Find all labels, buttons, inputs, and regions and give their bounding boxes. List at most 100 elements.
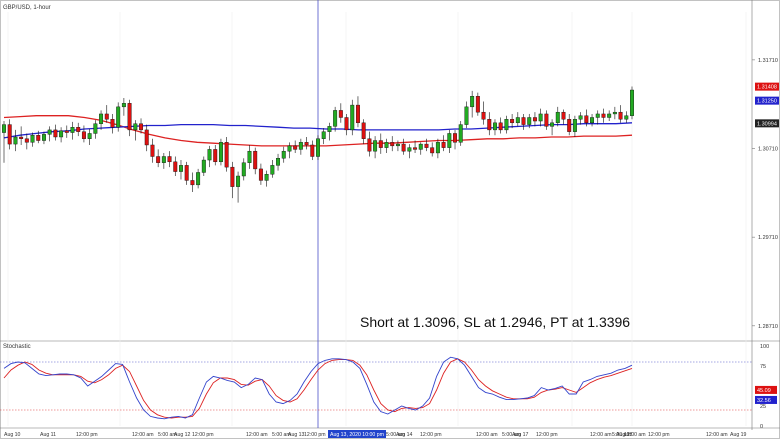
candle-body [378, 140, 383, 148]
time-axis-label: 12:00 pm [304, 432, 326, 438]
candle-body [270, 165, 275, 175]
candle-body [184, 165, 189, 181]
stoch-tag-label: 45.09 [757, 388, 771, 394]
time-axis-label: 12:00 am [132, 432, 154, 438]
candle-body [230, 166, 235, 187]
candle-body [418, 143, 423, 150]
time-axis-label: 12:00 am [624, 432, 646, 438]
candle-body [144, 129, 149, 146]
candle-body [59, 130, 64, 138]
candle-body [93, 123, 98, 134]
candle-body [316, 138, 320, 157]
candles [2, 86, 634, 203]
price-tag-box [755, 119, 779, 128]
candle-body [104, 113, 109, 120]
candle-body [435, 142, 440, 154]
price-tag-label: 1.30994 [757, 121, 777, 127]
candle-body [190, 180, 195, 186]
candle-body [475, 96, 480, 113]
candle-body [218, 142, 223, 163]
candle-body [173, 161, 178, 172]
candle-body [567, 119, 572, 132]
candle-body [612, 111, 617, 115]
candle-body [201, 159, 206, 173]
candle-body [179, 165, 183, 172]
candle-body [161, 156, 166, 163]
time-axis-label: 12:00 pm [420, 432, 442, 438]
time-axis-label: Aug 14 [396, 432, 413, 438]
candle-body [327, 126, 332, 132]
time-axis-label: Aug 10 [4, 432, 21, 438]
candle-body [430, 147, 435, 154]
stoch-tick-label: 0 [760, 424, 763, 430]
candle-body [24, 138, 29, 143]
candle-body [572, 119, 577, 132]
candle-body [504, 119, 509, 131]
price-tag-box [755, 96, 779, 105]
candle-body [538, 113, 543, 122]
candle-body [424, 143, 429, 148]
stochastic-panel [0, 356, 752, 420]
candle-body [196, 172, 201, 186]
crosshair-time-box [328, 430, 386, 438]
candle-body [41, 134, 46, 141]
stoch-k-line [3, 356, 633, 420]
candle-body [133, 123, 138, 131]
candle-body [281, 150, 286, 159]
candle-body [276, 158, 281, 166]
time-axis-label: 12:00 am [246, 432, 268, 438]
candle-body [287, 145, 292, 152]
candle-body [30, 135, 35, 143]
candle-body [264, 174, 269, 181]
price-tag-box [755, 82, 779, 91]
stoch-tag-box [755, 385, 777, 394]
stoch-tick-label: 100 [760, 344, 769, 350]
candle-body [241, 162, 246, 177]
candle-body [213, 149, 218, 163]
candle-body [361, 122, 366, 139]
chart-title: GBP/USD, 1-hour [3, 5, 51, 11]
candle-body [561, 111, 566, 120]
candle-body [390, 142, 395, 147]
candle-body [521, 117, 526, 125]
time-axis-label: 5:00 am [502, 432, 521, 438]
candle-body [150, 144, 155, 157]
candle-body [36, 135, 41, 141]
labels: GBP/USD, 1-hour Short at 1.3096, SL at 1… [3, 5, 630, 350]
time-axis-label: Aug 18 [616, 432, 633, 438]
candle-body [70, 127, 75, 133]
axes: 1.31710 1.30710 1.29710 1.28710 1.31408 1.312… [4, 58, 779, 438]
candle-body [310, 144, 315, 157]
candle-body [110, 119, 115, 128]
candle-body [2, 124, 6, 133]
candle-body [595, 113, 600, 118]
candle-body [81, 131, 86, 139]
candle-body [167, 156, 172, 163]
candle-body [13, 136, 18, 145]
price-tag-label: 1.31250 [757, 99, 777, 105]
stoch-d-line [3, 358, 633, 419]
candle-body [7, 124, 12, 145]
candle-body [355, 104, 360, 124]
candle-body [156, 156, 161, 163]
candle-body [618, 111, 623, 120]
candle-body [19, 136, 24, 139]
candle-body [99, 113, 104, 124]
candle-body [236, 175, 241, 187]
candle-body [550, 122, 555, 127]
candle-body [453, 133, 457, 143]
candle-body [470, 96, 475, 108]
candle-body [258, 168, 263, 181]
time-axis-label: Aug 17 [512, 432, 529, 438]
candle-body [407, 147, 412, 152]
candle-body [344, 117, 349, 131]
candle-body [487, 119, 492, 131]
stoch-tick-label: 75 [760, 364, 766, 370]
candle-body [527, 117, 532, 125]
price-tick-label: 1.31710 [758, 58, 778, 64]
candle-body [384, 142, 389, 148]
candle-body [607, 113, 612, 118]
